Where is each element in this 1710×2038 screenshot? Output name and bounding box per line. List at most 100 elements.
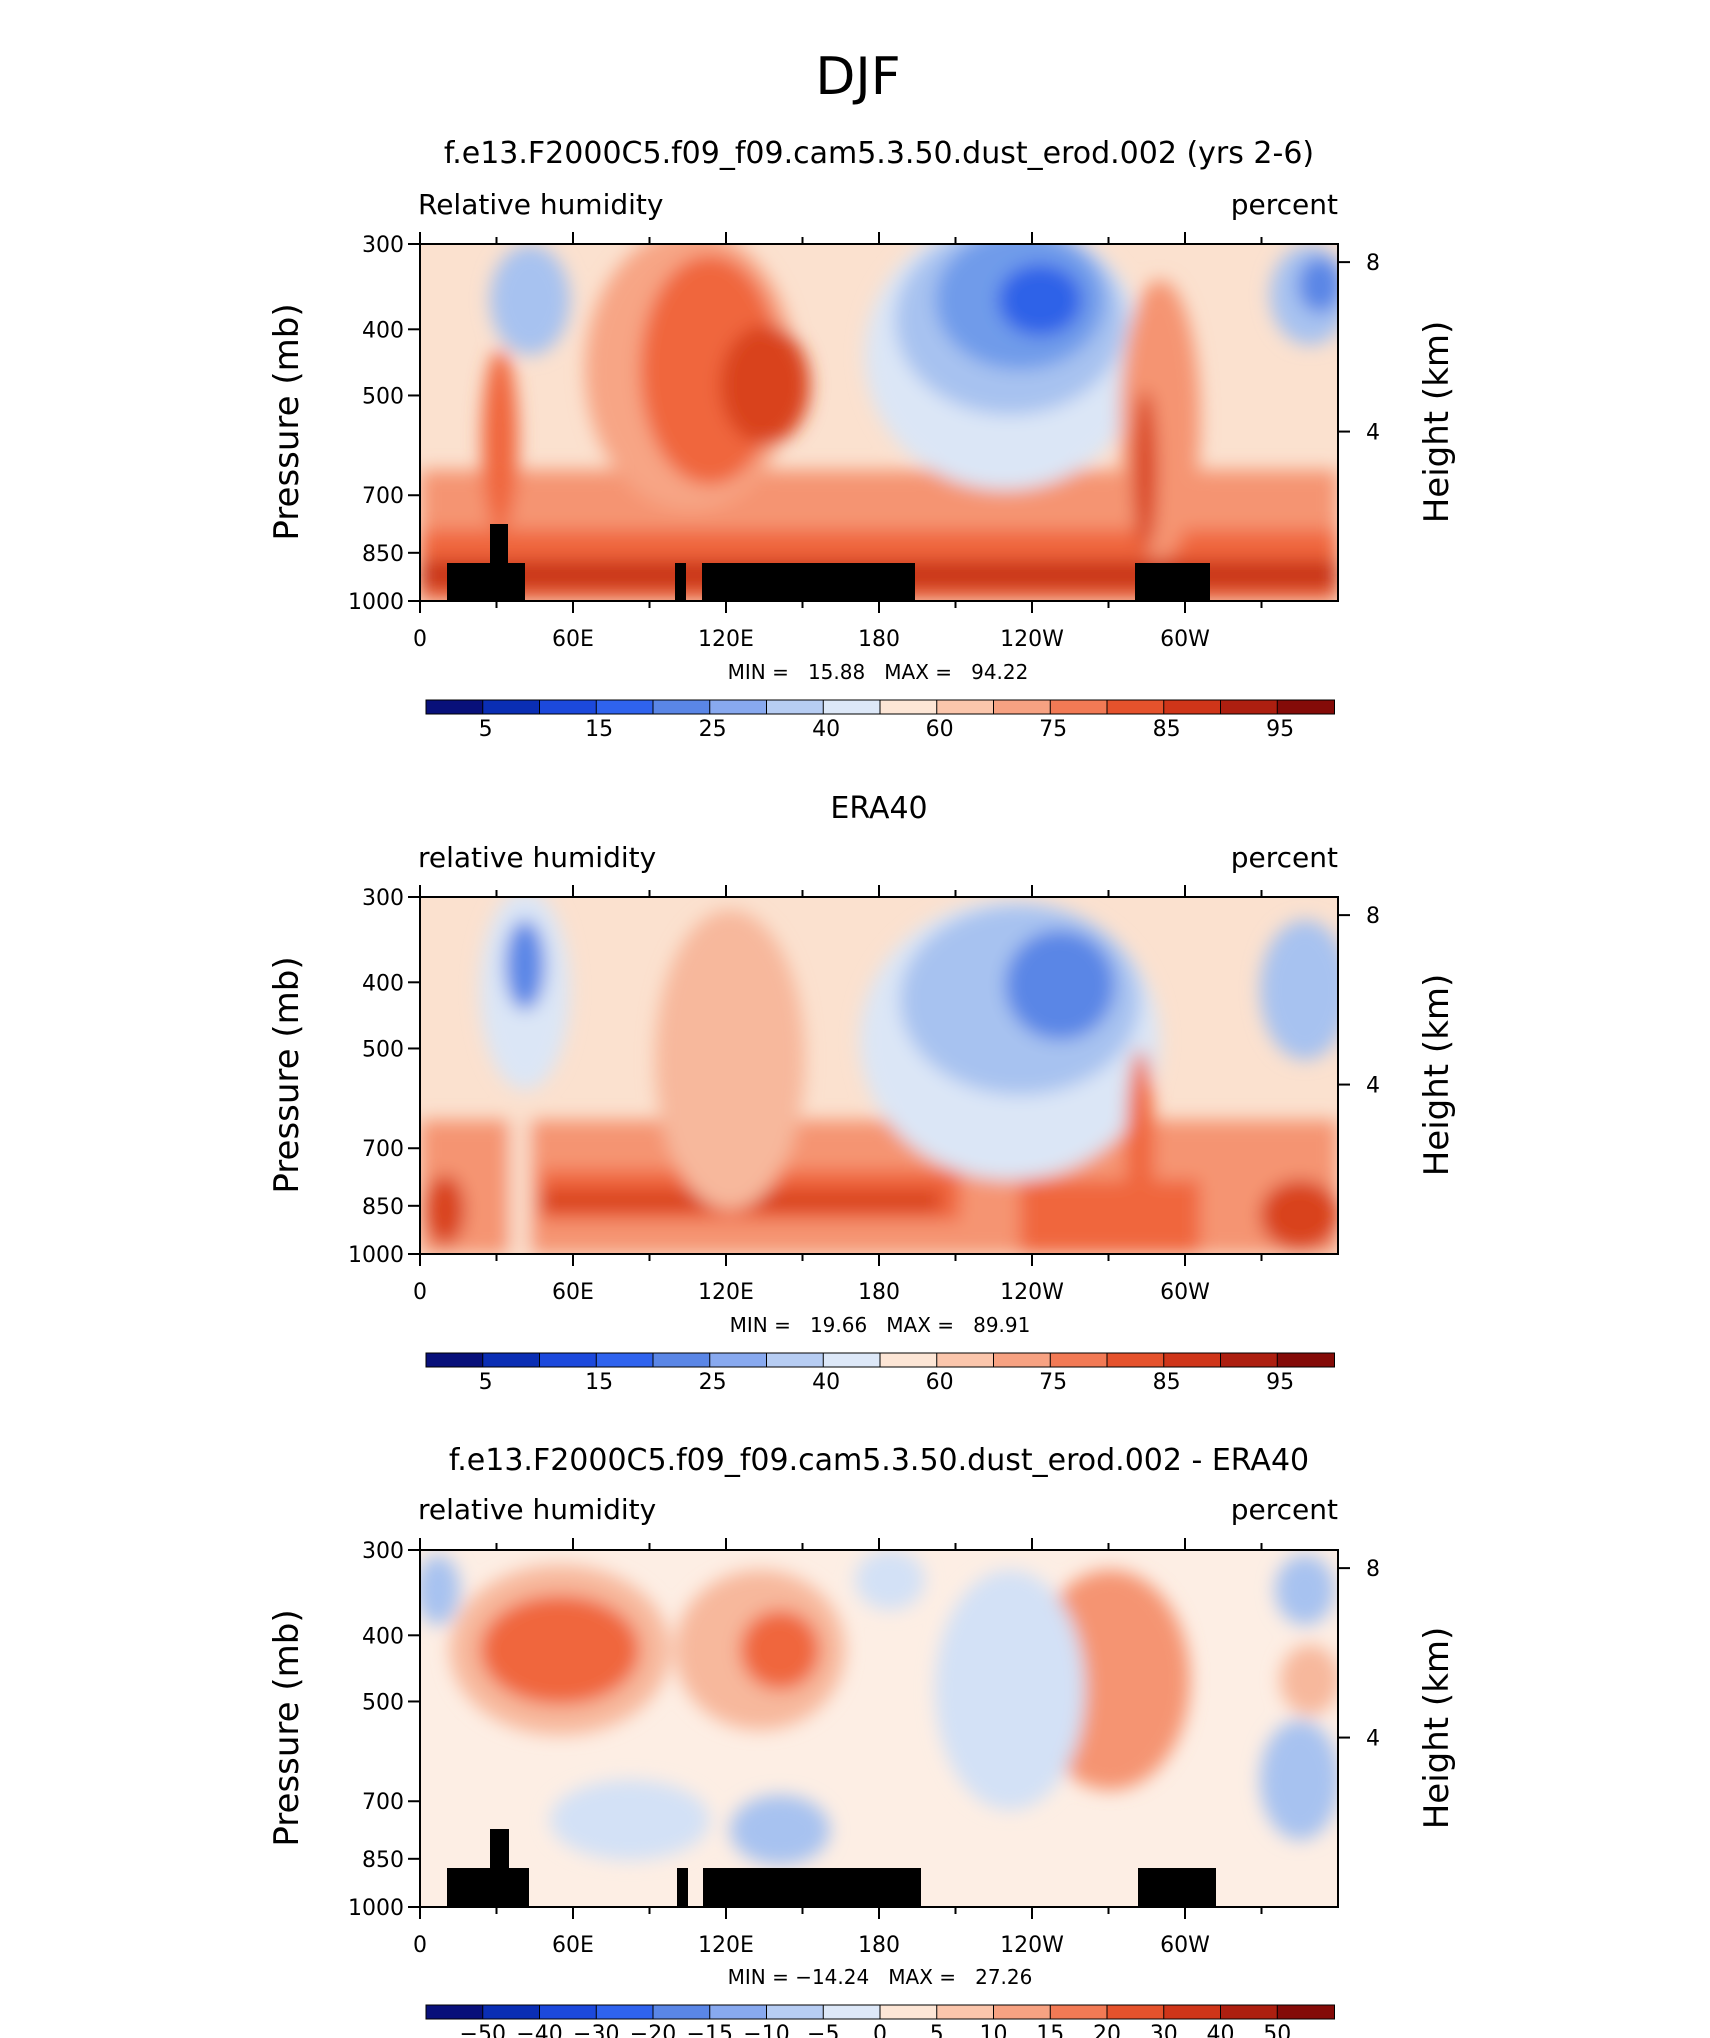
colorbar-label: 15 — [1036, 2022, 1064, 2038]
x-tick-label: 180 — [858, 1280, 900, 1305]
y-tick-label: 700 — [362, 1790, 404, 1815]
colorbar-swatch — [652, 2004, 711, 2020]
colorbar-swatch — [1220, 1352, 1279, 1368]
y-tick-label: 700 — [362, 484, 404, 509]
colorbar-swatch — [709, 1352, 768, 1368]
y-tick-label: 500 — [362, 1690, 404, 1715]
colorbar-swatch — [822, 2004, 881, 2020]
y-tick-label: 700 — [362, 1137, 404, 1162]
panel-1-ylabel: Pressure (mb) — [267, 303, 307, 540]
colorbar-label: 25 — [699, 717, 727, 742]
x-tick-label: 0 — [413, 1933, 427, 1958]
panel-3-y2label: Height (km) — [1417, 1627, 1457, 1830]
colorbar-label: 40 — [812, 717, 840, 742]
x-tick-label: 180 — [858, 1933, 900, 1958]
panel-3-right-label: percent — [1231, 1493, 1338, 1526]
y2-tick-label: 4 — [1366, 421, 1380, 446]
y-tick-label: 300 — [362, 1539, 404, 1564]
colorbar-swatch — [766, 699, 825, 715]
panel-3: f.e13.F2000C5.f09_f09.cam5.3.50.dust_ero… — [267, 1443, 1457, 2038]
colorbar-swatch — [766, 1352, 825, 1368]
colorbar-label: 95 — [1266, 717, 1294, 742]
panel-1-ticks: 300 400 500 700 850 1000 0 60E 120E 180 120W 60W 8 4 — [348, 232, 1380, 652]
panel-1-y2label: Height (km) — [1417, 321, 1457, 524]
colorbar-swatch — [1220, 2004, 1279, 2020]
colorbar-swatch — [709, 2004, 768, 2020]
x-tick-label: 0 — [413, 627, 427, 652]
y-tick-label: 1000 — [348, 590, 404, 615]
colorbar-label: −20 — [630, 2022, 676, 2038]
colorbar-label: 25 — [699, 1370, 727, 1395]
x-tick-label: 180 — [858, 627, 900, 652]
colorbar-swatch — [1163, 1352, 1222, 1368]
panel-2-y2label: Height (km) — [1417, 974, 1457, 1177]
colorbar-swatch — [1276, 1352, 1335, 1368]
y-tick-label: 500 — [362, 1037, 404, 1062]
colorbar-label: 20 — [1093, 2022, 1121, 2038]
panel-3-contour-field — [420, 1550, 1338, 1907]
colorbar-swatch — [766, 2004, 825, 2020]
colorbar-swatch — [595, 1352, 654, 1368]
x-tick-label: 120E — [698, 1280, 754, 1305]
colorbar-swatch — [936, 2004, 995, 2020]
colorbar-label: 5 — [479, 1370, 493, 1395]
colorbar-swatch — [879, 699, 938, 715]
x-tick-label: 60E — [552, 1280, 594, 1305]
colorbar-swatch — [539, 699, 598, 715]
colorbar-swatch — [425, 699, 484, 715]
colorbar-swatch — [879, 2004, 938, 2020]
y-tick-label: 1000 — [348, 1896, 404, 1921]
panel-3-colorbar: −50 −40 −30 −20 −15 −10 −5 0 5 10 15 20 30 40 50 — [425, 2004, 1335, 2038]
y-tick-label: 400 — [362, 318, 404, 343]
x-tick-label: 120W — [1000, 1933, 1064, 1958]
panel-2-left-label: relative humidity — [418, 841, 656, 874]
colorbar-label: 0 — [873, 2022, 887, 2038]
x-tick-label: 120W — [1000, 1280, 1064, 1305]
panel-2: ERA40 relative humidity percent — [267, 791, 1457, 1395]
panel-1-left-label: Relative humidity — [418, 188, 663, 221]
panel-2-minmax: MIN = 19.66 MAX = 89.91 — [730, 1313, 1031, 1337]
colorbar-label: −50 — [460, 2022, 506, 2038]
x-tick-label: 120W — [1000, 627, 1064, 652]
panel-2-colorbar: 5 15 25 40 60 75 85 95 — [425, 1352, 1335, 1395]
colorbar-label: 50 — [1263, 2022, 1291, 2038]
x-tick-label: 60W — [1160, 1933, 1210, 1958]
panel-2-title: ERA40 — [830, 791, 927, 826]
colorbar-swatch — [1049, 1352, 1108, 1368]
colorbar-label: 15 — [585, 1370, 613, 1395]
colorbar-swatch — [539, 1352, 598, 1368]
colorbar-swatch — [1049, 699, 1108, 715]
colorbar-label: 10 — [980, 2022, 1008, 2038]
y-tick-label: 500 — [362, 384, 404, 409]
colorbar-label: 60 — [926, 1370, 954, 1395]
colorbar-swatch — [936, 1352, 995, 1368]
panel-2-right-label: percent — [1231, 841, 1338, 874]
colorbar-label: −30 — [573, 2022, 619, 2038]
colorbar-swatch — [1106, 699, 1165, 715]
colorbar-label: 40 — [1207, 2022, 1235, 2038]
colorbar-swatch — [822, 1352, 881, 1368]
colorbar-swatch — [1049, 2004, 1108, 2020]
colorbar-swatch — [1106, 1352, 1165, 1368]
colorbar-swatch — [993, 1352, 1052, 1368]
panel-3-left-label: relative humidity — [418, 1493, 656, 1526]
colorbar-swatch — [1163, 2004, 1222, 2020]
x-tick-label: 60E — [552, 1933, 594, 1958]
colorbar-swatch — [1276, 2004, 1335, 2020]
panel-3-land-mask — [447, 1829, 1216, 1907]
colorbar-swatch — [879, 1352, 938, 1368]
y-tick-label: 850 — [362, 1195, 404, 1220]
y2-tick-label: 8 — [1366, 1557, 1380, 1582]
colorbar-label: 75 — [1039, 1370, 1067, 1395]
colorbar-swatch — [936, 699, 995, 715]
colorbar-label: −15 — [687, 2022, 733, 2038]
colorbar-label: 30 — [1150, 2022, 1178, 2038]
panel-2-ticks: 300 400 500 700 850 1000 0 60E 120E 180 120W 60W 8 4 — [348, 885, 1380, 1305]
y-tick-label: 400 — [362, 971, 404, 996]
colorbar-swatch — [539, 2004, 598, 2020]
colorbar-swatch — [1276, 699, 1335, 715]
x-tick-label: 120E — [698, 627, 754, 652]
colorbar-label: 5 — [930, 2022, 944, 2038]
colorbar-swatch — [822, 699, 881, 715]
y-tick-label: 1000 — [348, 1243, 404, 1268]
